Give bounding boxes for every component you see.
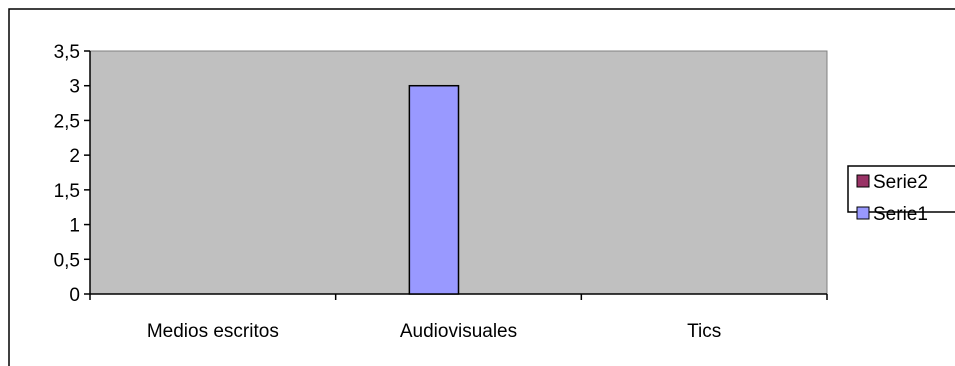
x-tick-label: Medios escritos	[147, 321, 279, 342]
legend-box	[847, 165, 955, 213]
y-tick-label: 1,5	[54, 181, 80, 202]
y-tick-label: 3,5	[54, 42, 80, 63]
chart-frame	[8, 8, 955, 366]
y-tick-label: 2,5	[54, 111, 80, 132]
legend-swatch-serie1	[856, 206, 870, 220]
bar-serie1-audiovisuales	[408, 84, 460, 295]
legend-swatch-serie2	[856, 174, 870, 188]
x-tick-label: Audiovisuales	[400, 321, 517, 342]
bars	[408, 84, 460, 295]
y-axis-ticks: 0 0,5 1 1,5 2 2,5 3 3,5	[54, 42, 90, 306]
y-tick-label: 3	[69, 77, 80, 98]
legend: Serie2 Serie1	[847, 165, 955, 225]
y-tick-label: 1	[69, 216, 80, 237]
y-tick-label: 0,5	[54, 250, 80, 271]
legend-label-serie2: Serie2	[873, 172, 928, 193]
y-tick-label: 0	[69, 285, 80, 306]
y-tick-label: 2	[69, 146, 80, 167]
legend-label-serie1: Serie1	[873, 204, 928, 225]
x-axis-ticks: Medios escritos Audiovisuales Tics	[89, 294, 828, 342]
x-tick-label: Tics	[687, 321, 721, 342]
